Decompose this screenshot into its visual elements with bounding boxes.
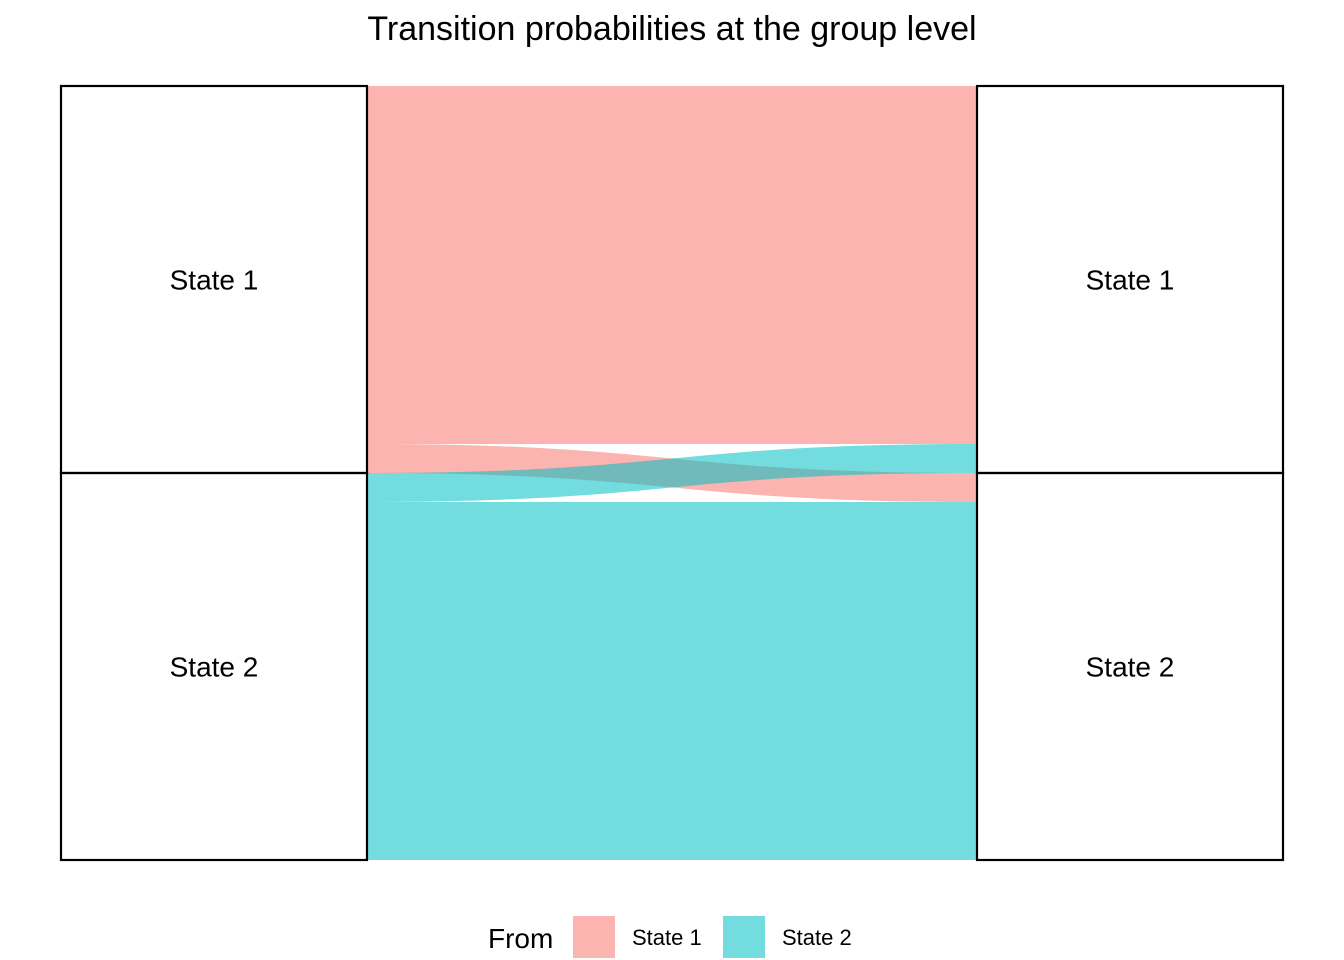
flow-state2-to-state1: [367, 443, 977, 503]
legend-label: State 2: [782, 925, 852, 950]
flow-layer: [367, 86, 977, 860]
right-node-state2: [975, 471, 1285, 862]
flow-state1-to-state1: [367, 86, 977, 444]
legend-label: State 1: [632, 925, 702, 950]
left-node-label: State 1: [170, 265, 259, 296]
node-layer: State 1 State 2 State 1 State 2: [59, 84, 1285, 862]
right-node-label: State 2: [1086, 652, 1175, 683]
legend-swatch: [723, 916, 765, 958]
right-node-label: State 1: [1086, 265, 1175, 296]
flow-state2-to-state2: [367, 502, 977, 860]
legend-title: From: [488, 923, 553, 954]
left-node-state2: [59, 471, 369, 862]
chart-title: Transition probabilities at the group le…: [367, 10, 976, 48]
legend: From State 1 State 2: [488, 916, 852, 958]
legend-swatch: [573, 916, 615, 958]
left-node-label: State 2: [170, 652, 259, 683]
